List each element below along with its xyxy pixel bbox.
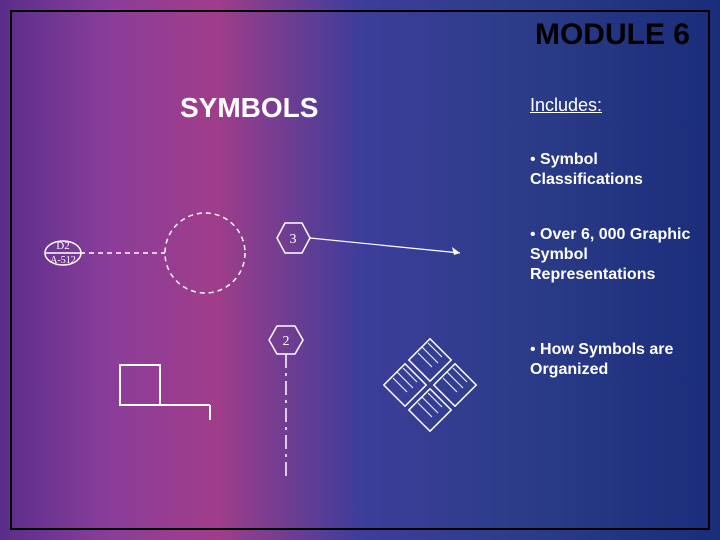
bullet-item-3: • How Symbols are Organized: [530, 340, 705, 380]
module-title: MODULE 6: [535, 18, 690, 52]
square-leg-symbol: [115, 360, 225, 430]
svg-text:D2: D2: [56, 240, 69, 252]
bullet-item-1: • Symbol Classifications: [530, 150, 705, 190]
bullet-item-2: • Over 6, 000 Graphic Symbol Representat…: [530, 225, 705, 285]
callout-symbol: D2 A-512: [30, 205, 260, 315]
hatch-symbol: [380, 335, 500, 455]
svg-text:3: 3: [290, 232, 297, 247]
svg-text:A-512: A-512: [50, 255, 76, 266]
includes-label: Includes:: [530, 95, 602, 116]
page-title: SYMBOLS: [180, 92, 318, 124]
hexagon-symbol: 3: [270, 215, 490, 275]
svg-text:2: 2: [283, 334, 290, 349]
section-marker-symbol: 2: [265, 320, 315, 490]
